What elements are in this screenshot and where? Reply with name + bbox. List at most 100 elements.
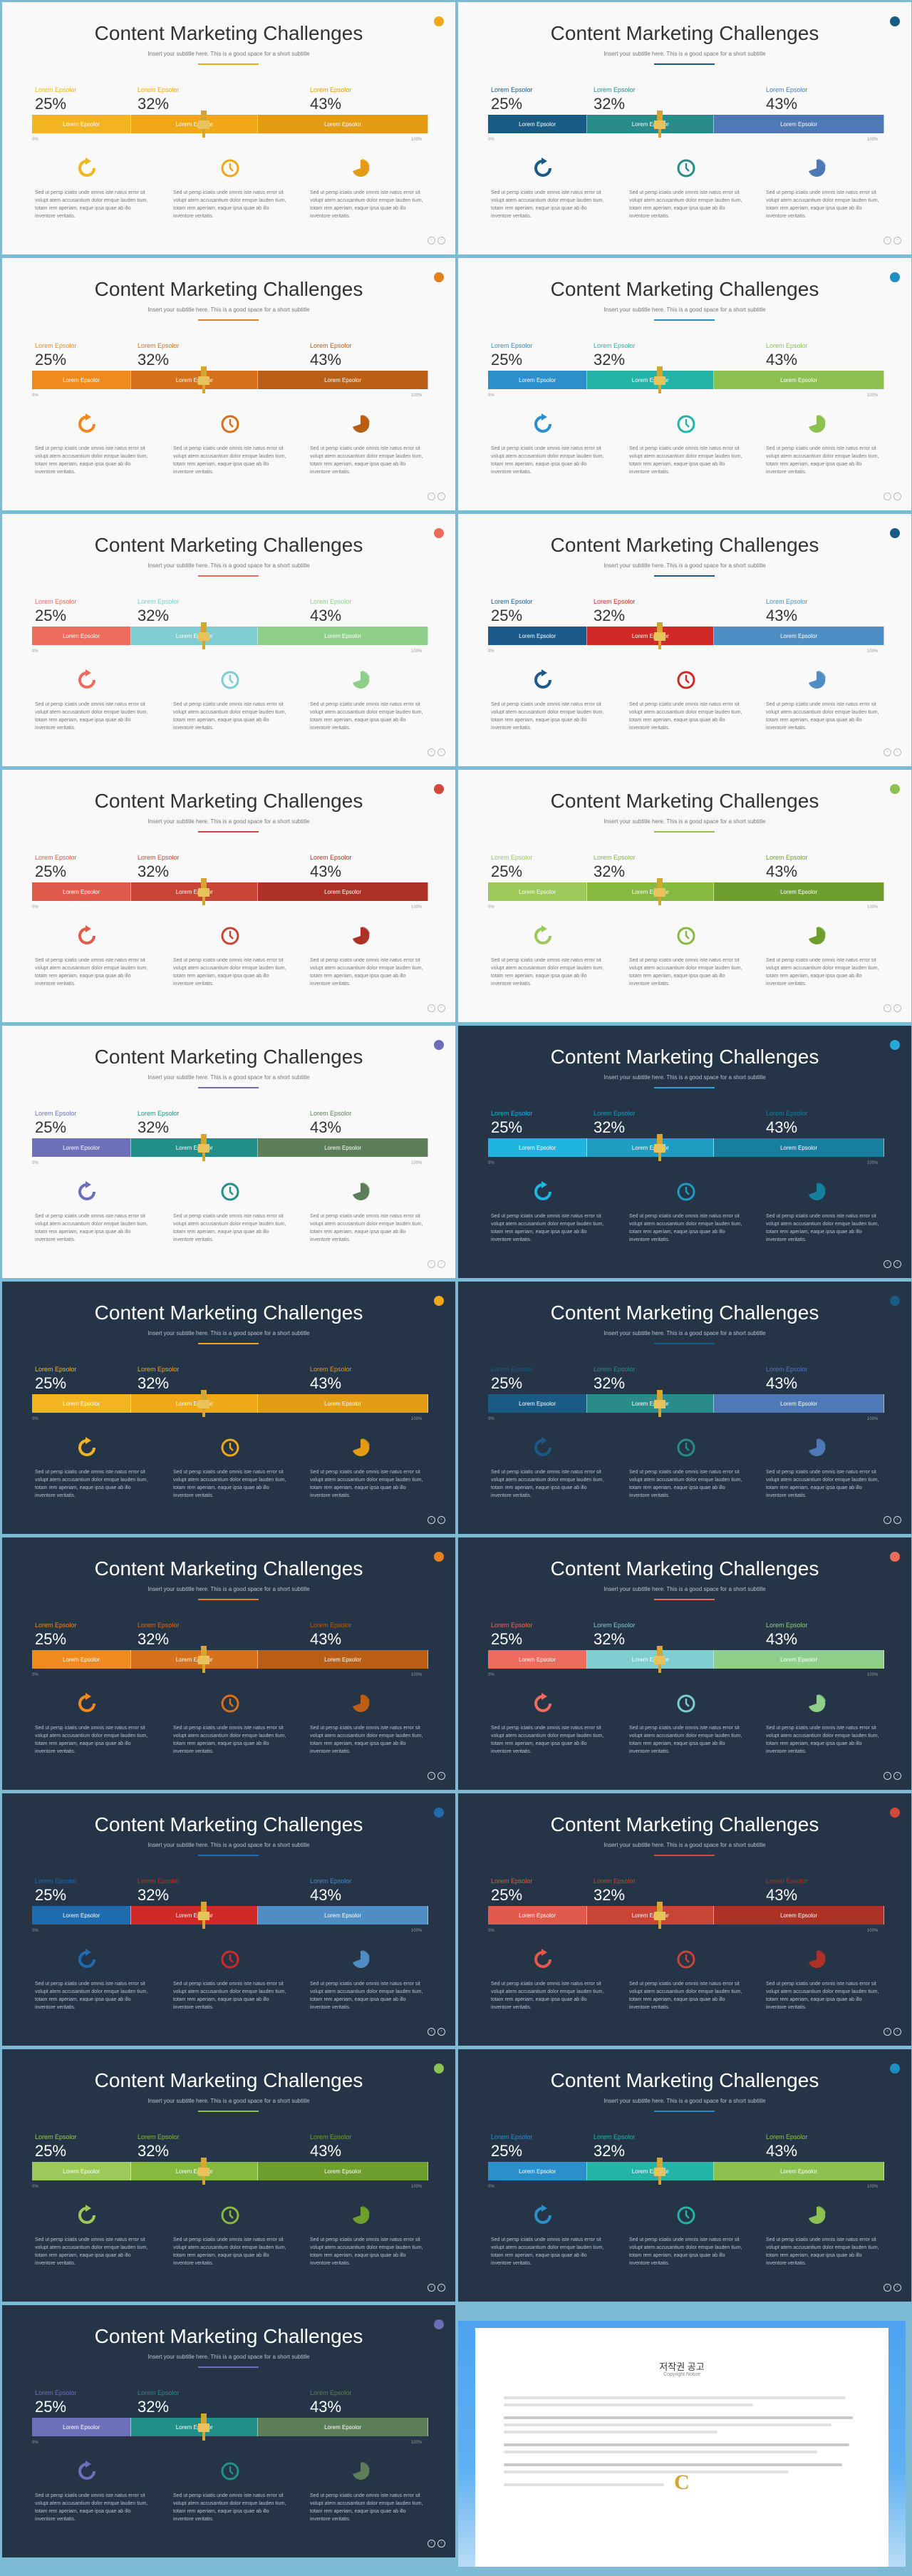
- axis-max-label: 100%: [867, 2185, 879, 2189]
- prev-icon[interactable]: ‹: [884, 1516, 891, 1524]
- bar-segment: Lorem Epsolor: [714, 1138, 884, 1157]
- axis-min-label: 0%: [32, 2441, 38, 2445]
- stat-value: 25%: [35, 1374, 67, 1392]
- slide-subtitle: Insert your subtitle here. This is a goo…: [603, 818, 766, 825]
- progress-bar: Lorem Epsolor Lorem Epsolor Lorem Epsolor: [488, 882, 884, 901]
- clock-icon: [675, 2205, 697, 2226]
- prev-icon[interactable]: ‹: [428, 2540, 435, 2547]
- bar-segment: Lorem Epsolor: [258, 371, 428, 389]
- axis-max-label: 100%: [867, 1161, 879, 1165]
- slide-subtitle: Insert your subtitle here. This is a goo…: [603, 306, 766, 313]
- next-icon[interactable]: ›: [437, 1516, 445, 1524]
- next-icon[interactable]: ›: [893, 237, 901, 244]
- next-icon[interactable]: ›: [893, 2284, 901, 2292]
- prev-icon[interactable]: ‹: [884, 2284, 891, 2292]
- next-icon[interactable]: ›: [893, 1516, 901, 1524]
- prev-icon[interactable]: ‹: [428, 1004, 435, 1012]
- next-icon[interactable]: ›: [437, 748, 445, 756]
- slide-thumbnail[interactable]: Content Marketing Challenges Insert your …: [2, 2, 455, 254]
- next-icon[interactable]: ›: [437, 2540, 445, 2547]
- slide-thumbnail[interactable]: Content Marketing Challenges Insert your …: [2, 2305, 455, 2557]
- next-icon[interactable]: ›: [893, 1260, 901, 1268]
- progress-bar: Lorem Epsolor Lorem Epsolor Lorem Epsolor: [32, 115, 428, 133]
- slide-thumbnail[interactable]: Content Marketing Challenges Insert your …: [458, 1793, 911, 2046]
- refresh-icon: [76, 925, 98, 947]
- next-icon[interactable]: ›: [893, 2028, 901, 2036]
- copyright-text-block: [504, 2392, 860, 2490]
- bar-segment: Lorem Epsolor: [714, 1650, 884, 1669]
- stat-value: 32%: [594, 862, 626, 880]
- next-icon[interactable]: ›: [437, 1004, 445, 1012]
- prev-icon[interactable]: ‹: [884, 237, 891, 244]
- description-text: Sed ut persp iciatis unde omnis iste nat…: [491, 2237, 604, 2266]
- bar-segment: Lorem Epsolor: [258, 882, 428, 901]
- bar-segment: Lorem Epsolor: [714, 1394, 884, 1413]
- prev-icon[interactable]: ‹: [884, 2028, 891, 2036]
- axis-min-label: 0%: [488, 1673, 494, 1677]
- next-icon[interactable]: ›: [437, 2028, 445, 2036]
- prev-icon[interactable]: ‹: [428, 2284, 435, 2292]
- prev-icon[interactable]: ‹: [884, 748, 891, 756]
- pie-chart-icon: [806, 1949, 827, 1970]
- stat-label: Lorem Epsolor: [138, 86, 180, 93]
- stat-label: Lorem Epsolor: [491, 2133, 533, 2140]
- refresh-icon: [76, 1437, 98, 1458]
- description-text: Sed ut persp iciatis unde omnis iste nat…: [310, 446, 423, 475]
- next-icon[interactable]: ›: [893, 493, 901, 500]
- title-underline: [654, 1855, 715, 1856]
- copyright-slide[interactable]: 저작권 공고 Copyright Notice C: [458, 2321, 906, 2567]
- prev-icon[interactable]: ‹: [428, 1772, 435, 1780]
- slide-thumbnail[interactable]: Content Marketing Challenges Insert your …: [2, 2049, 455, 2302]
- slide-thumbnail[interactable]: Content Marketing Challenges Insert your …: [458, 1282, 911, 1534]
- pie-chart-icon: [350, 158, 371, 179]
- prev-icon[interactable]: ‹: [428, 1260, 435, 1268]
- slide-thumbnail[interactable]: Content Marketing Challenges Insert your …: [2, 1793, 455, 2046]
- prev-icon[interactable]: ‹: [884, 1004, 891, 1012]
- slide-thumbnail[interactable]: Content Marketing Challenges Insert your …: [458, 2049, 911, 2302]
- slide-thumbnail[interactable]: Content Marketing Challenges Insert your …: [2, 514, 455, 766]
- description-text: Sed ut persp iciatis unde omnis iste nat…: [310, 958, 423, 986]
- next-icon[interactable]: ›: [437, 2284, 445, 2292]
- stat-value: 25%: [491, 1630, 523, 1648]
- next-icon[interactable]: ›: [893, 748, 901, 756]
- prev-icon[interactable]: ‹: [428, 748, 435, 756]
- slide-title: Content Marketing Challenges: [94, 534, 363, 556]
- slide-thumbnail[interactable]: Content Marketing Challenges Insert your …: [2, 1282, 455, 1534]
- next-icon[interactable]: ›: [437, 237, 445, 244]
- slide-thumbnail[interactable]: Content Marketing Challenges Insert your …: [458, 770, 911, 1022]
- slide-thumbnail[interactable]: Content Marketing Challenges Insert your …: [458, 1026, 911, 1278]
- next-icon[interactable]: ›: [437, 1260, 445, 1268]
- stat-value: 43%: [310, 1374, 342, 1392]
- prev-icon[interactable]: ‹: [428, 2028, 435, 2036]
- bar-segment: Lorem Epsolor: [258, 1138, 428, 1157]
- slide-thumbnail[interactable]: Content Marketing Challenges Insert your …: [2, 1026, 455, 1278]
- prev-icon[interactable]: ‹: [884, 1260, 891, 1268]
- bar-segment: Lorem Epsolor: [258, 627, 428, 645]
- slide-thumbnail[interactable]: Content Marketing Challenges Insert your …: [2, 770, 455, 1022]
- stat-label: Lorem Epsolor: [491, 598, 533, 605]
- slide-thumbnail[interactable]: Content Marketing Challenges Insert your …: [2, 1537, 455, 1790]
- slide-thumbnail[interactable]: Content Marketing Challenges Insert your …: [458, 1537, 911, 1790]
- bar-segment: Lorem Epsolor: [488, 1394, 588, 1413]
- slide-thumbnail[interactable]: Content Marketing Challenges Insert your …: [2, 258, 455, 510]
- slide-pagination: ‹ ›: [428, 237, 445, 244]
- slide-thumbnail[interactable]: Content Marketing Challenges Insert your …: [458, 258, 911, 510]
- stat-value: 32%: [594, 1374, 626, 1392]
- slide-thumbnail[interactable]: Content Marketing Challenges Insert your …: [458, 2, 911, 254]
- prev-icon[interactable]: ‹: [884, 1772, 891, 1780]
- marker-icon: [654, 1902, 665, 1929]
- description-text: Sed ut persp iciatis unde omnis iste nat…: [491, 1982, 604, 2010]
- slide-thumbnail[interactable]: Content Marketing Challenges Insert your …: [458, 514, 911, 766]
- next-icon[interactable]: ›: [893, 1772, 901, 1780]
- stat-label: Lorem Epsolor: [138, 342, 180, 349]
- next-icon[interactable]: ›: [893, 1004, 901, 1012]
- next-icon[interactable]: ›: [437, 493, 445, 500]
- next-icon[interactable]: ›: [437, 1772, 445, 1780]
- stat-label: Lorem Epsolor: [766, 1622, 808, 1629]
- prev-icon[interactable]: ‹: [428, 493, 435, 500]
- bar-segment: Lorem Epsolor: [488, 1906, 588, 1925]
- prev-icon[interactable]: ‹: [428, 237, 435, 244]
- prev-icon[interactable]: ‹: [428, 1516, 435, 1524]
- title-underline: [654, 2111, 715, 2112]
- prev-icon[interactable]: ‹: [884, 493, 891, 500]
